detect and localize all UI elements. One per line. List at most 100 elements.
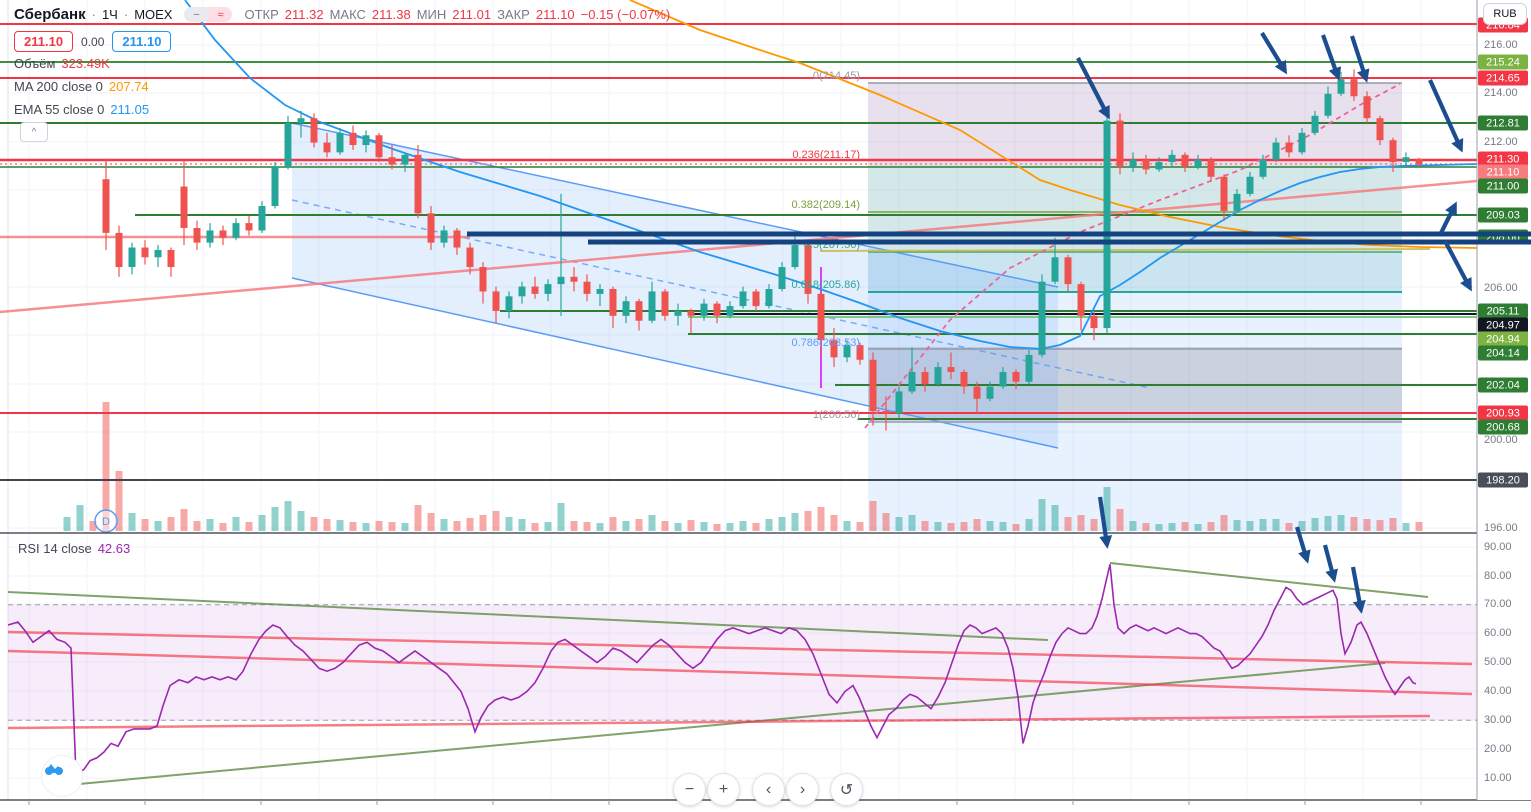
- rsi-trendline: [1109, 562, 1429, 598]
- candle-body: [401, 154, 409, 165]
- candle-body: [882, 411, 890, 414]
- price-label: 204.97: [1478, 317, 1528, 333]
- axis-tick: 90.00: [1484, 541, 1512, 553]
- collapse-pane-button[interactable]: ^: [20, 122, 48, 142]
- volume-bar: [128, 513, 136, 531]
- volume-bar: [1155, 524, 1163, 531]
- candle-body: [1259, 159, 1267, 177]
- sell-button[interactable]: 211.10: [14, 31, 74, 52]
- tradingview-logo[interactable]: [41, 755, 83, 797]
- spread-value: 0.00: [81, 34, 105, 49]
- axis-tick: 60.00: [1484, 627, 1512, 639]
- scroll-left-button[interactable]: ‹: [752, 773, 785, 806]
- price-label: 198.20: [1478, 472, 1528, 488]
- price-label: 214.65: [1478, 70, 1528, 86]
- volume-bar: [375, 521, 383, 531]
- fib-label: 0.382(209.14): [791, 199, 861, 211]
- pink-dashed-trendline: [864, 83, 1401, 429]
- reset-view-button[interactable]: ↺: [830, 773, 863, 806]
- volume-bar: [700, 522, 708, 531]
- volume-bar: [1038, 499, 1046, 531]
- rsi-legend[interactable]: RSI 14 close 42.63: [18, 541, 130, 556]
- low-label: МИН: [416, 7, 447, 22]
- volume-legend[interactable]: Объём 323.49K: [14, 56, 110, 71]
- volume-bar: [869, 501, 877, 531]
- volume-bar: [765, 519, 773, 531]
- volume-bar: [336, 520, 344, 531]
- price-label: 204.94: [1478, 331, 1528, 347]
- candle-body: [570, 276, 578, 282]
- candle-body: [895, 391, 903, 414]
- approx-icon[interactable]: ≈: [208, 7, 233, 22]
- ma-legend[interactable]: MA 200 close 0 207.74: [14, 79, 149, 94]
- currency-button[interactable]: RUB: [1483, 3, 1527, 25]
- volume-bar: [297, 511, 305, 531]
- scroll-right-button[interactable]: ›: [786, 773, 819, 806]
- zoom-in-button[interactable]: +: [707, 773, 740, 806]
- zoom-out-button[interactable]: −: [673, 773, 706, 806]
- fib-label: 0.5(207.50): [803, 239, 860, 251]
- candle-body: [1272, 142, 1280, 160]
- volume-bar: [1259, 519, 1267, 531]
- ema55-line: [184, 0, 1478, 350]
- candle-body: [973, 386, 981, 399]
- buy-button[interactable]: 211.10: [112, 31, 172, 52]
- volume-bar: [323, 519, 331, 531]
- volume-bar: [219, 523, 227, 531]
- ma-label: MA 200 close 0: [14, 79, 103, 94]
- change-value: −0.15 (−0.07%): [580, 7, 671, 22]
- axis-tick: 214.00: [1484, 87, 1518, 99]
- candle-body: [1090, 315, 1098, 329]
- rsi-label: RSI 14 close: [18, 541, 92, 556]
- volume-bar: [1298, 521, 1306, 531]
- candle-body: [336, 132, 344, 153]
- volume-bar: [778, 517, 786, 531]
- candle-body: [648, 291, 656, 321]
- open-label: ОТКР: [244, 7, 279, 22]
- candle-body: [219, 230, 227, 238]
- minimize-icon[interactable]: −: [184, 7, 209, 22]
- candle-body: [1207, 159, 1215, 177]
- rsi-trendline: [7, 630, 1473, 666]
- volume-bar: [1311, 518, 1319, 531]
- volume-bar: [284, 501, 292, 531]
- volume-bar: [531, 523, 539, 531]
- candle-body: [310, 118, 318, 143]
- exchange: MOEX: [134, 7, 173, 22]
- candle-body: [1155, 162, 1163, 170]
- volume-bar: [1142, 523, 1150, 531]
- volume-bar: [414, 505, 422, 531]
- volume-bar: [1168, 523, 1176, 531]
- candle-body: [999, 371, 1007, 387]
- candle-body: [791, 245, 799, 268]
- volume-bar: [245, 522, 253, 531]
- candle-body: [518, 286, 526, 297]
- volume-bar: [1051, 505, 1059, 531]
- axis-tick: 80.00: [1484, 570, 1512, 582]
- axis-tick: 30.00: [1484, 714, 1512, 726]
- volume-bar: [1350, 517, 1358, 531]
- rsi-band: [8, 604, 1477, 721]
- candle-body: [1402, 157, 1410, 163]
- volume-bar: [661, 521, 669, 531]
- candle-body: [297, 118, 305, 124]
- highlight-box: [868, 83, 1402, 531]
- candle-body: [180, 186, 188, 228]
- close-value: 211.10: [535, 7, 575, 22]
- volume-bar: [1194, 524, 1202, 531]
- volume-bar: [1103, 487, 1111, 531]
- volume-bar: [349, 522, 357, 531]
- volume-bar: [739, 521, 747, 531]
- symbol-row[interactable]: Сбербанк · 1Ч · MOEX − ≈ ОТКР 211.32 МАК…: [14, 6, 671, 23]
- candle-body: [856, 345, 864, 360]
- ema-legend[interactable]: EMA 55 close 0 211.05: [14, 102, 149, 117]
- volume-label: Объём: [14, 56, 56, 71]
- candle-body: [869, 359, 877, 411]
- candle-body: [1376, 118, 1384, 141]
- volume-bar: [115, 471, 123, 531]
- candle-body: [1350, 79, 1358, 97]
- axis-tick: 212.00: [1484, 136, 1518, 148]
- volume-bar: [882, 513, 890, 531]
- volume-bar: [557, 503, 565, 531]
